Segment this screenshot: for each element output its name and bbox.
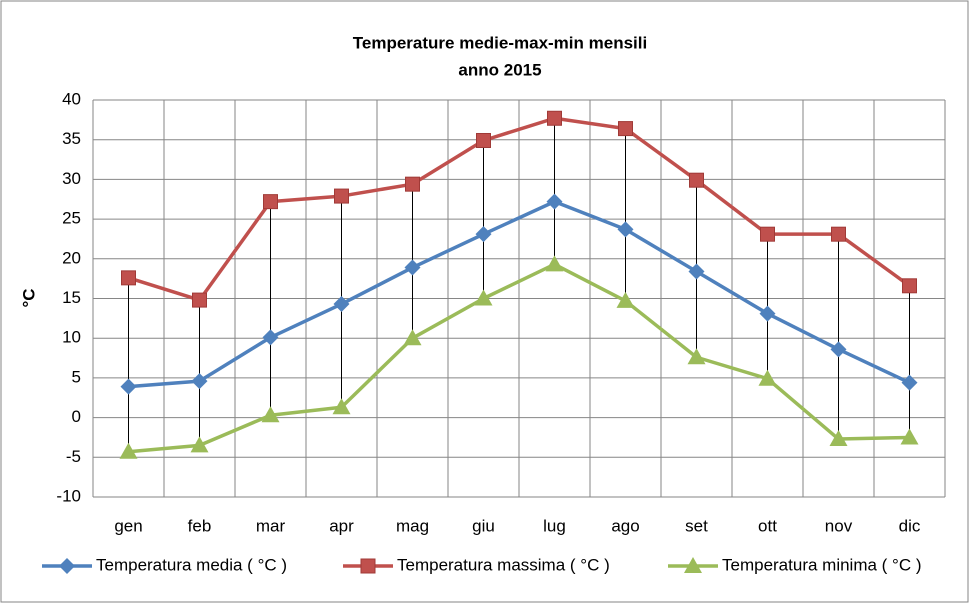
x-tick-label: ago [611, 516, 639, 535]
data-point [688, 263, 705, 280]
y-tick-label: 5 [72, 367, 81, 386]
data-point [404, 259, 421, 276]
legend-label: Temperatura minima ( °C ) [722, 555, 922, 574]
y-tick-label: -5 [66, 447, 81, 466]
data-point [902, 278, 917, 294]
chart-title: Temperature medie-max-min mensili [353, 33, 647, 52]
data-point [618, 121, 633, 137]
x-tick-label: gen [114, 516, 142, 535]
data-point [475, 226, 492, 243]
x-tick-label: feb [188, 516, 212, 535]
data-point [332, 398, 351, 415]
y-tick-label: 40 [62, 89, 81, 108]
y-tick-label: 35 [62, 129, 81, 148]
data-point [617, 221, 634, 238]
y-axis-label: °C [19, 288, 38, 307]
data-point [403, 329, 422, 346]
data-point [474, 289, 493, 306]
data-point [900, 428, 919, 445]
data-point [687, 348, 706, 365]
legend-label: Temperatura massima ( °C ) [397, 555, 610, 574]
y-tick-label: 10 [62, 328, 81, 347]
data-point [829, 430, 848, 447]
data-point [120, 378, 137, 395]
data-point [334, 188, 349, 204]
data-point [191, 373, 208, 390]
data-point [192, 292, 207, 308]
data-point [546, 193, 563, 210]
data-point [262, 329, 279, 346]
x-tick-label: giu [472, 516, 495, 535]
series-line [128, 262, 910, 454]
series-line [128, 199, 911, 389]
data-point [261, 406, 280, 423]
data-point [616, 291, 635, 308]
data-point [547, 110, 562, 126]
x-tick-label: mag [396, 516, 429, 535]
y-tick-label: 0 [72, 407, 81, 426]
legend-marker [360, 558, 376, 574]
x-tick-label: set [685, 516, 708, 535]
y-tick-label: 30 [62, 169, 81, 188]
y-tick-label: 25 [62, 209, 81, 228]
data-point [901, 374, 918, 391]
x-tick-label: ott [758, 516, 777, 535]
legend-label: Temperatura media ( °C ) [96, 555, 287, 574]
x-tick-label: apr [329, 516, 354, 535]
y-tick-label: -10 [56, 486, 81, 505]
data-point [119, 442, 138, 459]
data-point [263, 194, 278, 210]
data-point [759, 305, 776, 322]
series-line [127, 116, 911, 302]
data-point [333, 296, 350, 313]
x-tick-label: mar [256, 516, 286, 535]
legend-marker [59, 558, 75, 574]
data-point [190, 436, 209, 453]
chart-subtitle: anno 2015 [458, 60, 541, 79]
x-tick-label: dic [899, 516, 921, 535]
legend-marker [684, 557, 702, 573]
data-point [121, 270, 136, 286]
x-tick-label: nov [825, 516, 853, 535]
data-point [545, 255, 564, 272]
y-tick-label: 15 [62, 288, 81, 307]
data-point [758, 369, 777, 386]
data-point [830, 341, 847, 358]
data-point [831, 226, 846, 242]
data-point [760, 226, 775, 242]
data-point [405, 176, 420, 192]
x-tick-label: lug [543, 516, 566, 535]
y-tick-label: 20 [62, 248, 81, 267]
data-point [476, 132, 491, 148]
data-point [689, 172, 704, 188]
